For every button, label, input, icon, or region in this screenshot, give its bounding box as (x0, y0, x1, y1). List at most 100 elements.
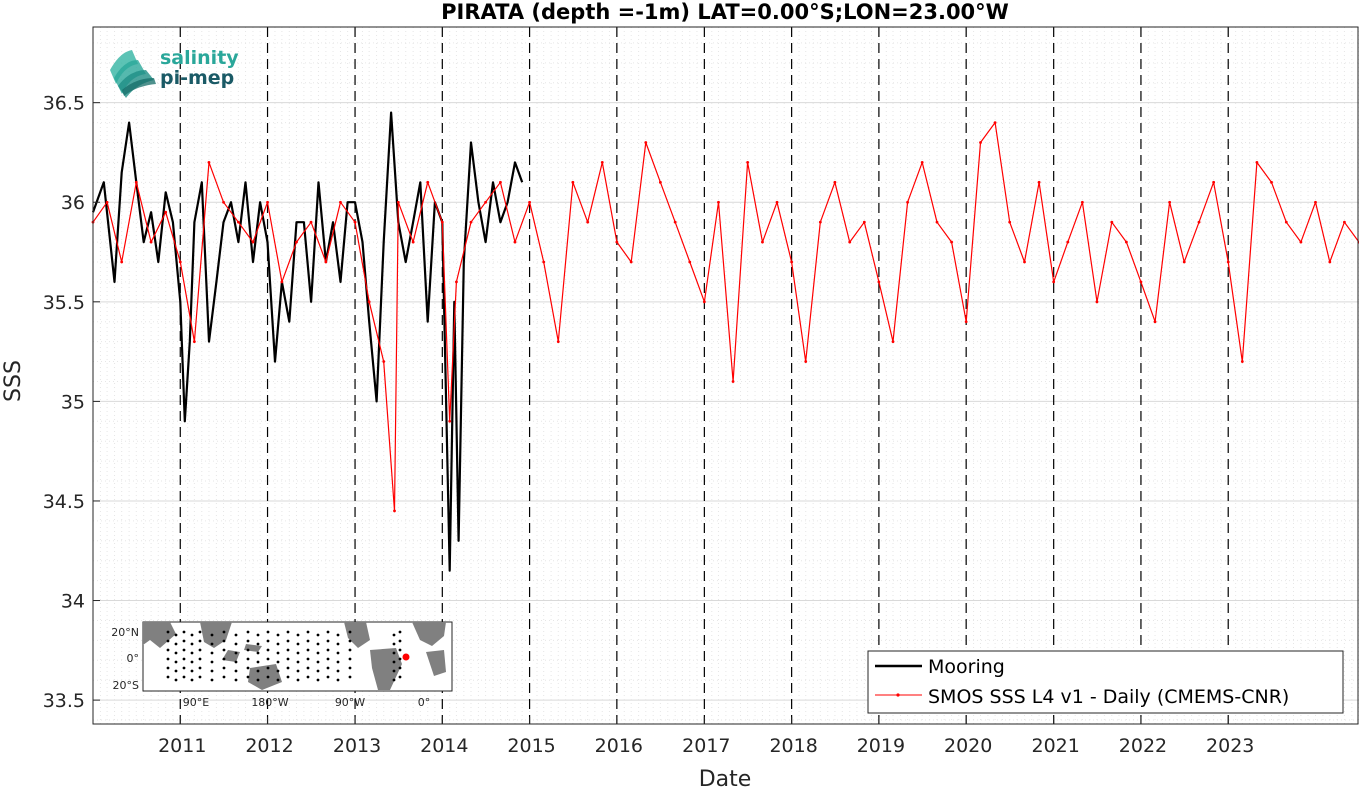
buoy-dot (392, 651, 396, 655)
buoy-dot (266, 630, 270, 634)
smos-data-point (1299, 240, 1303, 244)
buoy-dot (222, 666, 226, 670)
buoy-dot (316, 669, 320, 673)
buoy-dot (348, 675, 352, 679)
buoy-dot (296, 642, 300, 646)
buoy-dot (246, 666, 250, 670)
buoy-dot (296, 651, 300, 655)
buoy-dot (266, 666, 270, 670)
smos-data-point (1240, 360, 1244, 363)
smos-data-point (295, 240, 298, 244)
buoy-dot (166, 675, 170, 679)
smos-data-point (1153, 320, 1157, 324)
buoy-dot (276, 633, 280, 637)
smos-data-point (615, 240, 619, 244)
buoy-dot (336, 633, 340, 637)
smos-data-point (251, 240, 255, 244)
smos-data-point (790, 260, 794, 264)
map-lon-tick: 180°W (251, 696, 288, 709)
smos-data-point (396, 200, 400, 204)
smos-data-point (1255, 161, 1259, 164)
smos-data-point (542, 260, 546, 264)
smos-data-point (600, 161, 604, 164)
smos-data-point (1284, 220, 1288, 224)
buoy-dot (210, 678, 214, 682)
buoy-dot (326, 666, 330, 670)
buoy-dot (256, 678, 260, 682)
buoy-dot (246, 675, 250, 679)
smos-data-point (1168, 200, 1172, 204)
map-lon-tick: 90°E (183, 696, 209, 709)
smos-data-point (192, 340, 196, 344)
buoy-dot (316, 660, 320, 664)
map-lon-tick: 90°W (335, 696, 365, 709)
buoy-dot (166, 666, 170, 670)
smos-data-point (1226, 260, 1230, 264)
inset-map: 20°N 0° 20°S 90°E 180°W 90°W 0° (111, 621, 453, 709)
buoy-dot (174, 633, 178, 637)
buoy-dot (276, 642, 280, 646)
x-tick-label: 2015 (507, 735, 555, 757)
smos-data-point (484, 200, 487, 204)
buoy-dot (316, 642, 320, 646)
smos-data-point (1314, 200, 1317, 204)
buoy-dot (234, 642, 238, 646)
buoy-dot (306, 657, 310, 661)
smos-data-point (280, 280, 284, 284)
smos-data-point (236, 220, 240, 224)
buoy-dot (336, 660, 340, 664)
buoy-dot (286, 648, 290, 652)
buoy-dot (306, 630, 310, 634)
buoy-dot (276, 651, 280, 655)
buoy-dot (286, 639, 290, 643)
smos-data-point (833, 180, 837, 184)
year-dividers (179, 27, 1229, 724)
buoy-dot (256, 633, 260, 637)
map-lat-tick: 20°N (111, 626, 139, 639)
buoy-dot (392, 660, 396, 664)
salinity-pi-mep-logo: salinity pi-mep (110, 47, 239, 98)
buoy-dot (392, 669, 396, 673)
smos-data-point (731, 380, 735, 383)
buoy-dot (182, 639, 186, 643)
buoy-dot (210, 669, 214, 673)
smos-data-point (702, 300, 706, 304)
smos-data-point (950, 240, 953, 244)
buoy-dot (182, 657, 186, 661)
buoy-dot (306, 648, 310, 652)
buoy-dot (296, 669, 300, 673)
smos-data-point (979, 141, 982, 144)
buoy-dot (336, 642, 340, 646)
smos-data-point (367, 300, 371, 304)
buoy-dot (286, 675, 290, 679)
logo-waves-icon (110, 50, 156, 98)
buoy-dot (198, 648, 202, 652)
smos-data-point (207, 161, 211, 164)
smos-data-point (1023, 260, 1026, 264)
buoy-dot (222, 675, 226, 679)
y-tick-label: 36.5 (43, 93, 85, 115)
smos-data-point (426, 180, 430, 184)
smos-data-point (149, 240, 153, 244)
buoy-dot (286, 666, 290, 670)
legend-label-mooring: Mooring (928, 656, 1005, 678)
legend-box (867, 650, 1344, 714)
x-tick-label: 2019 (857, 735, 905, 757)
x-tick-label: 2022 (1119, 735, 1167, 757)
smos-data-point (775, 200, 779, 204)
x-tick-label: 2013 (333, 735, 381, 757)
series-line-mooring (91, 111, 524, 572)
buoy-dot (296, 678, 300, 682)
buoy-dot (166, 657, 170, 661)
smos-data-point (993, 121, 997, 124)
buoy-dot (316, 651, 320, 655)
smos-data-point (891, 340, 895, 344)
buoy-dot (246, 630, 250, 634)
y-tick-label: 36 (61, 192, 85, 214)
buoy-dot (316, 678, 320, 682)
buoy-dot (306, 639, 310, 643)
buoy-dot (316, 633, 320, 637)
smos-data-point (382, 360, 386, 363)
smos-data-point (353, 220, 357, 224)
